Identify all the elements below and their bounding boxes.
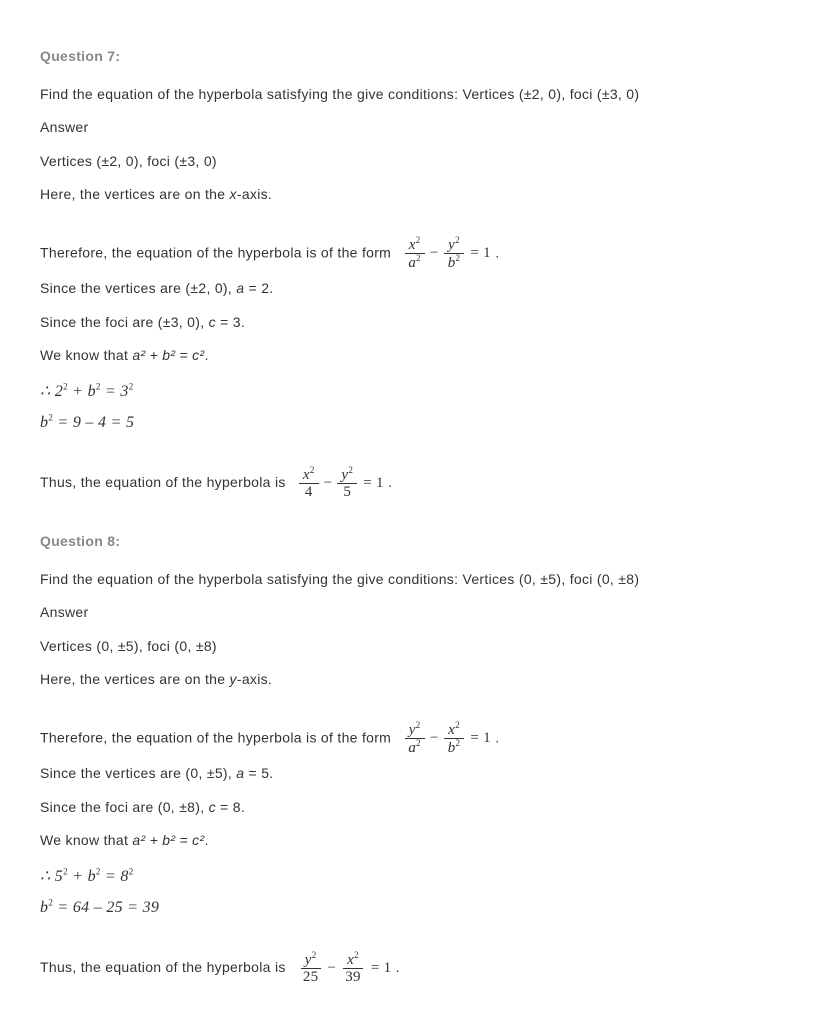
q7-answer-label: Answer [40,111,800,145]
q7-calc1: ∴ 22 + b2 = 32 [40,379,800,405]
q8-answer-label: Answer [40,596,800,630]
q7-form-eq: x2a2 − y2b2 = 1 [401,236,491,272]
q8-result-eq: y225 − x239 = 1 [296,951,392,986]
q8-prompt: Find the equation of the hyperbola satis… [40,563,800,597]
q7-vert: Since the vertices are (±2, 0), a = 2. [40,272,800,306]
q8-axis-var: y [230,671,237,687]
q8-foci: Since the foci are (0, ±8), c = 8. [40,791,800,825]
period: . [388,474,392,490]
q7-calc2: b2 = 9 – 4 = 5 [40,410,800,436]
q7-axis: Here, the vertices are on the x-axis. [40,178,800,212]
q7-result-eq: x24 − y25 = 1 [296,466,384,501]
q8-result: Thus, the equation of the hyperbola is y… [40,951,800,986]
q8-axis-pre: Here, the vertices are on the [40,671,230,687]
q7-given: Vertices (±2, 0), foci (±3, 0) [40,145,800,179]
period: . [396,959,400,975]
q7-form: Therefore, the equation of the hyperbola… [40,236,800,272]
q7-result: Thus, the equation of the hyperbola is x… [40,466,800,501]
q7-prompt: Find the equation of the hyperbola satis… [40,78,800,112]
question-7-title: Question 7: [40,40,800,74]
q8-calc1: ∴ 52 + b2 = 82 [40,864,800,890]
q8-calc2: b2 = 64 – 25 = 39 [40,895,800,921]
q8-form-eq: y2a2 − x2b2 = 1 [401,721,491,757]
q7-axis-pre: Here, the vertices are on the [40,186,230,202]
q7-know: We know that a² + b² = c². [40,339,800,373]
q8-given: Vertices (0, ±5), foci (0, ±8) [40,630,800,664]
q8-result-prefix: Thus, the equation of the hyperbola is [40,959,290,975]
period: . [495,245,499,261]
q8-axis-suf: -axis. [237,671,272,687]
q7-foci: Since the foci are (±3, 0), c = 3. [40,306,800,340]
question-8-title: Question 8: [40,525,800,559]
q7-axis-suf: -axis. [237,186,272,202]
period: . [495,730,499,746]
q8-know: We know that a² + b² = c². [40,824,800,858]
q8-vert: Since the vertices are (0, ±5), a = 5. [40,757,800,791]
q7-axis-var: x [230,186,237,202]
q7-result-prefix: Thus, the equation of the hyperbola is [40,474,290,490]
q8-form: Therefore, the equation of the hyperbola… [40,721,800,757]
q7-form-prefix: Therefore, the equation of the hyperbola… [40,245,395,261]
q8-form-prefix: Therefore, the equation of the hyperbola… [40,730,395,746]
q8-axis: Here, the vertices are on the y-axis. [40,663,800,697]
